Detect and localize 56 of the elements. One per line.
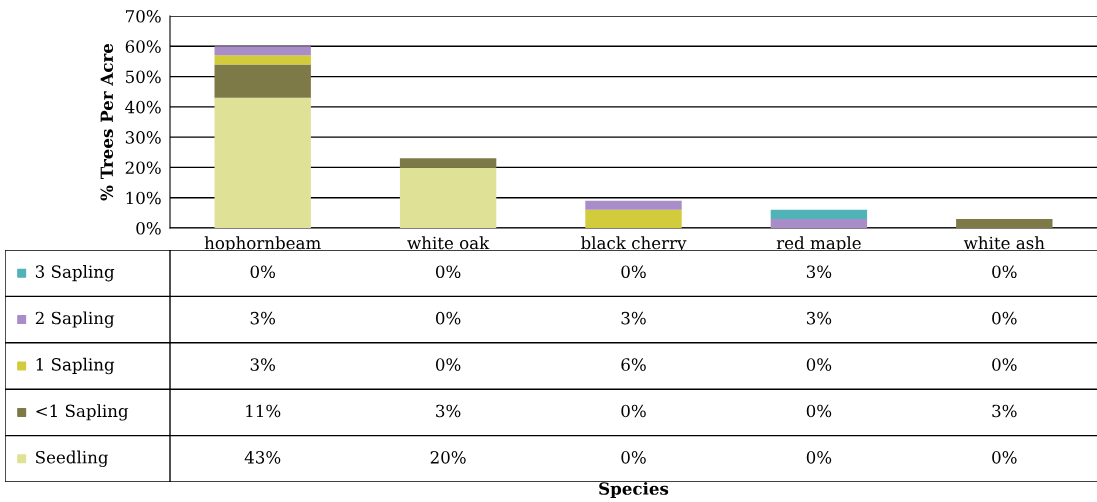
y-tick-label: 70%: [126, 9, 161, 23]
y-tick-label: 0%: [136, 221, 161, 235]
data-label: 0%: [435, 311, 461, 325]
data-label: 0%: [806, 358, 832, 371]
bar: [214, 55, 311, 65]
data-label: 3%: [250, 358, 275, 371]
data-label: 3%: [992, 404, 1017, 418]
data-label: 3%: [436, 404, 461, 418]
data-label: 0%: [992, 265, 1017, 279]
data-label: 0%: [621, 265, 646, 279]
data-label: 0%: [621, 451, 646, 464]
text: Species: [599, 481, 669, 499]
y-tick-label: 60%: [125, 40, 161, 53]
x-tick-label: white ash: [963, 236, 1045, 250]
data-label: 0%: [992, 451, 1017, 464]
legend-label: <1 Sapling: [36, 404, 129, 421]
bar: [770, 218, 868, 228]
data-label: 6%: [621, 358, 646, 371]
legend-label: 3 Sapling: [35, 265, 115, 282]
data-label: 0%: [435, 265, 461, 279]
data-label: 20%: [430, 451, 466, 464]
y-tick-label: 10%: [126, 191, 161, 205]
bar: [770, 209, 868, 219]
data-label: 3%: [250, 311, 275, 325]
y-tick-label: 20%: [125, 161, 161, 174]
y-tick-label: 50%: [126, 70, 161, 84]
x-tick-label: black cherry: [581, 236, 687, 253]
x-tick-label: white oak: [407, 236, 490, 250]
bar: [214, 97, 311, 228]
legend-label: Seedling: [36, 450, 109, 467]
bar: [585, 200, 682, 210]
x-tick-label: hophornbeam: [204, 236, 321, 253]
bar: [214, 46, 311, 56]
bar: [399, 167, 497, 228]
bar: [399, 158, 497, 168]
data-label: 0%: [992, 311, 1017, 325]
data-label: 0%: [992, 358, 1017, 371]
y-tick-label: 40%: [125, 100, 161, 114]
bar: [214, 64, 311, 98]
y-axis-title: % Trees Per Acre: [100, 43, 114, 201]
data-label: 11%: [246, 404, 281, 418]
y-tick-label: 30%: [125, 131, 161, 144]
data-label: 3%: [806, 311, 832, 325]
bar: [585, 209, 682, 228]
data-label: 3%: [621, 311, 646, 325]
legend-label: 2 Sapling: [35, 311, 115, 328]
data-label: 0%: [621, 404, 646, 418]
data-label: 0%: [806, 404, 832, 418]
data-label: 0%: [806, 451, 832, 464]
legend-label: 1 Sapling: [36, 357, 115, 375]
x-tick-label: red maple: [776, 236, 861, 253]
bar: [956, 218, 1053, 228]
data-label: 0%: [435, 358, 461, 371]
data-label: 43%: [244, 451, 281, 464]
data-label: 0%: [250, 265, 275, 279]
data-label: 3%: [806, 265, 832, 279]
